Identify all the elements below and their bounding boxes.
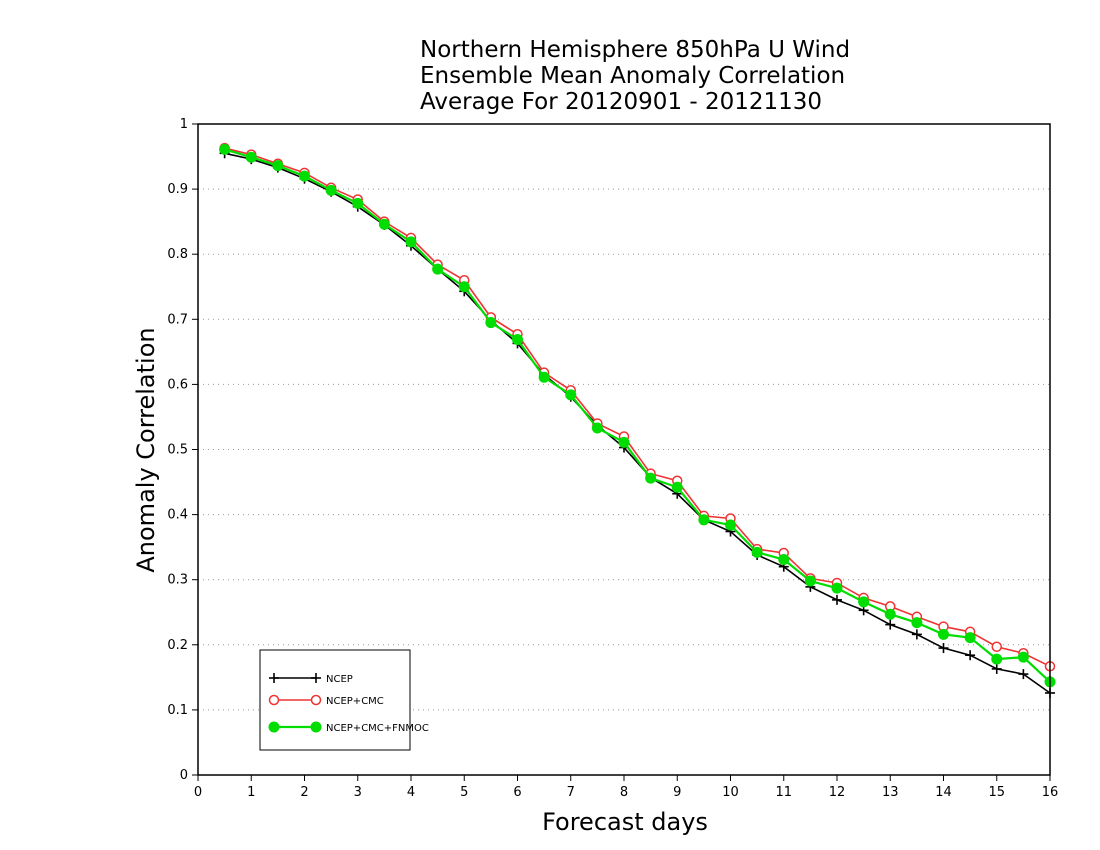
data-point (565, 389, 577, 401)
x-tick-label: 10 (722, 785, 739, 800)
data-point (751, 546, 763, 558)
data-point (272, 160, 284, 172)
x-axis-label: Forecast days (542, 808, 708, 836)
data-point (778, 554, 790, 566)
x-tick-label: 16 (1042, 785, 1059, 800)
data-point (645, 472, 657, 484)
y-tick-label: 0.8 (167, 247, 188, 262)
legend-item: NCEP (269, 673, 353, 685)
data-point (991, 641, 1002, 653)
x-tick-label: 14 (935, 785, 952, 800)
data-point (299, 170, 310, 182)
x-tick-label: 15 (988, 785, 1005, 800)
y-tick-label: 0.7 (167, 312, 188, 327)
x-tick-label: 4 (407, 785, 415, 800)
data-point (268, 721, 280, 733)
y-tick-label: 0.3 (167, 573, 188, 588)
x-tick-label: 7 (567, 785, 575, 800)
x-tick-label: 11 (775, 785, 792, 800)
x-tick-label: 6 (513, 785, 521, 800)
data-point (832, 594, 842, 605)
data-point (378, 218, 390, 230)
y-tick-label: 0.2 (167, 638, 188, 653)
data-point (965, 650, 976, 661)
x-tick-label: 13 (882, 785, 899, 800)
grid-lines (198, 188, 1050, 711)
y-tick-label: 0.4 (167, 508, 188, 523)
y-axis-label: Anomaly Correlation (132, 327, 160, 573)
data-point (325, 184, 337, 196)
data-point (911, 617, 923, 629)
data-point (618, 436, 630, 448)
y-tick-label: 1 (180, 117, 188, 132)
data-point (938, 643, 949, 654)
x-tick-label: 8 (620, 785, 628, 800)
legend: NCEP NCEP+CMC NCEP+CMC+FNMOC (259, 649, 429, 751)
y-tick-label: 0.6 (167, 377, 188, 392)
data-point (405, 236, 417, 248)
series-layer (219, 142, 1056, 698)
y-tick-label: 0.5 (167, 443, 188, 458)
data-point (911, 629, 922, 640)
legend-item: NCEP+CMC+FNMOC (268, 721, 429, 734)
series-ncep-cmc (219, 142, 1056, 672)
data-point (1017, 651, 1029, 663)
data-point (671, 481, 683, 493)
legend-label: NCEP (326, 674, 353, 685)
x-tick-label: 5 (460, 785, 468, 800)
series-line (224, 152, 1051, 694)
data-point (858, 596, 870, 608)
legend-label: NCEP+CMC (326, 696, 384, 707)
chart-title-line-3: Average For 20120901 - 20121130 (420, 89, 823, 115)
data-point (485, 317, 497, 329)
y-tick-label: 0 (180, 768, 188, 783)
data-point (512, 333, 523, 345)
series-line (224, 148, 1051, 683)
data-point (268, 694, 280, 706)
data-point (538, 371, 550, 383)
data-point (884, 608, 896, 620)
data-point (269, 673, 279, 683)
data-point (591, 422, 603, 434)
data-point (964, 632, 976, 644)
y-tick-label: 0.9 (167, 182, 188, 197)
data-point (991, 663, 1002, 674)
x-tick-label: 0 (194, 785, 202, 800)
data-point (219, 143, 231, 155)
data-point (991, 653, 1003, 665)
data-point (432, 263, 444, 275)
series-ncep-cmc-fnmoc (219, 143, 1056, 688)
data-point (698, 514, 710, 526)
data-point (938, 628, 949, 640)
series-ncep (219, 148, 1055, 698)
x-tick-label: 12 (829, 785, 846, 800)
legend-item: NCEP+CMC (268, 694, 384, 707)
x-tick-label: 1 (247, 785, 255, 800)
x-tick-label: 3 (354, 785, 362, 800)
y-tick-label: 0.1 (167, 703, 188, 718)
data-point (310, 694, 322, 706)
data-point (311, 673, 321, 683)
legend-label: NCEP+CMC+FNMOC (326, 723, 429, 734)
data-point (831, 582, 843, 594)
data-point (245, 151, 257, 163)
x-tick-label: 2 (300, 785, 308, 800)
data-point (725, 519, 736, 531)
data-point (804, 575, 816, 587)
x-tick-label: 9 (673, 785, 681, 800)
chart-title-line-2: Ensemble Mean Anomaly Correlation (420, 63, 846, 89)
data-point (310, 721, 322, 733)
data-point (885, 619, 896, 630)
chart-title-line-1: Northern Hemisphere 850hPa U Wind (420, 37, 851, 63)
tick-layer: 00.10.20.30.40.50.60.70.80.910 1 2 3 4 5 6 7 8 9 1… (167, 117, 1058, 800)
data-point (352, 197, 364, 209)
series-line (224, 147, 1051, 668)
data-point (458, 281, 470, 293)
data-point (1018, 669, 1029, 680)
